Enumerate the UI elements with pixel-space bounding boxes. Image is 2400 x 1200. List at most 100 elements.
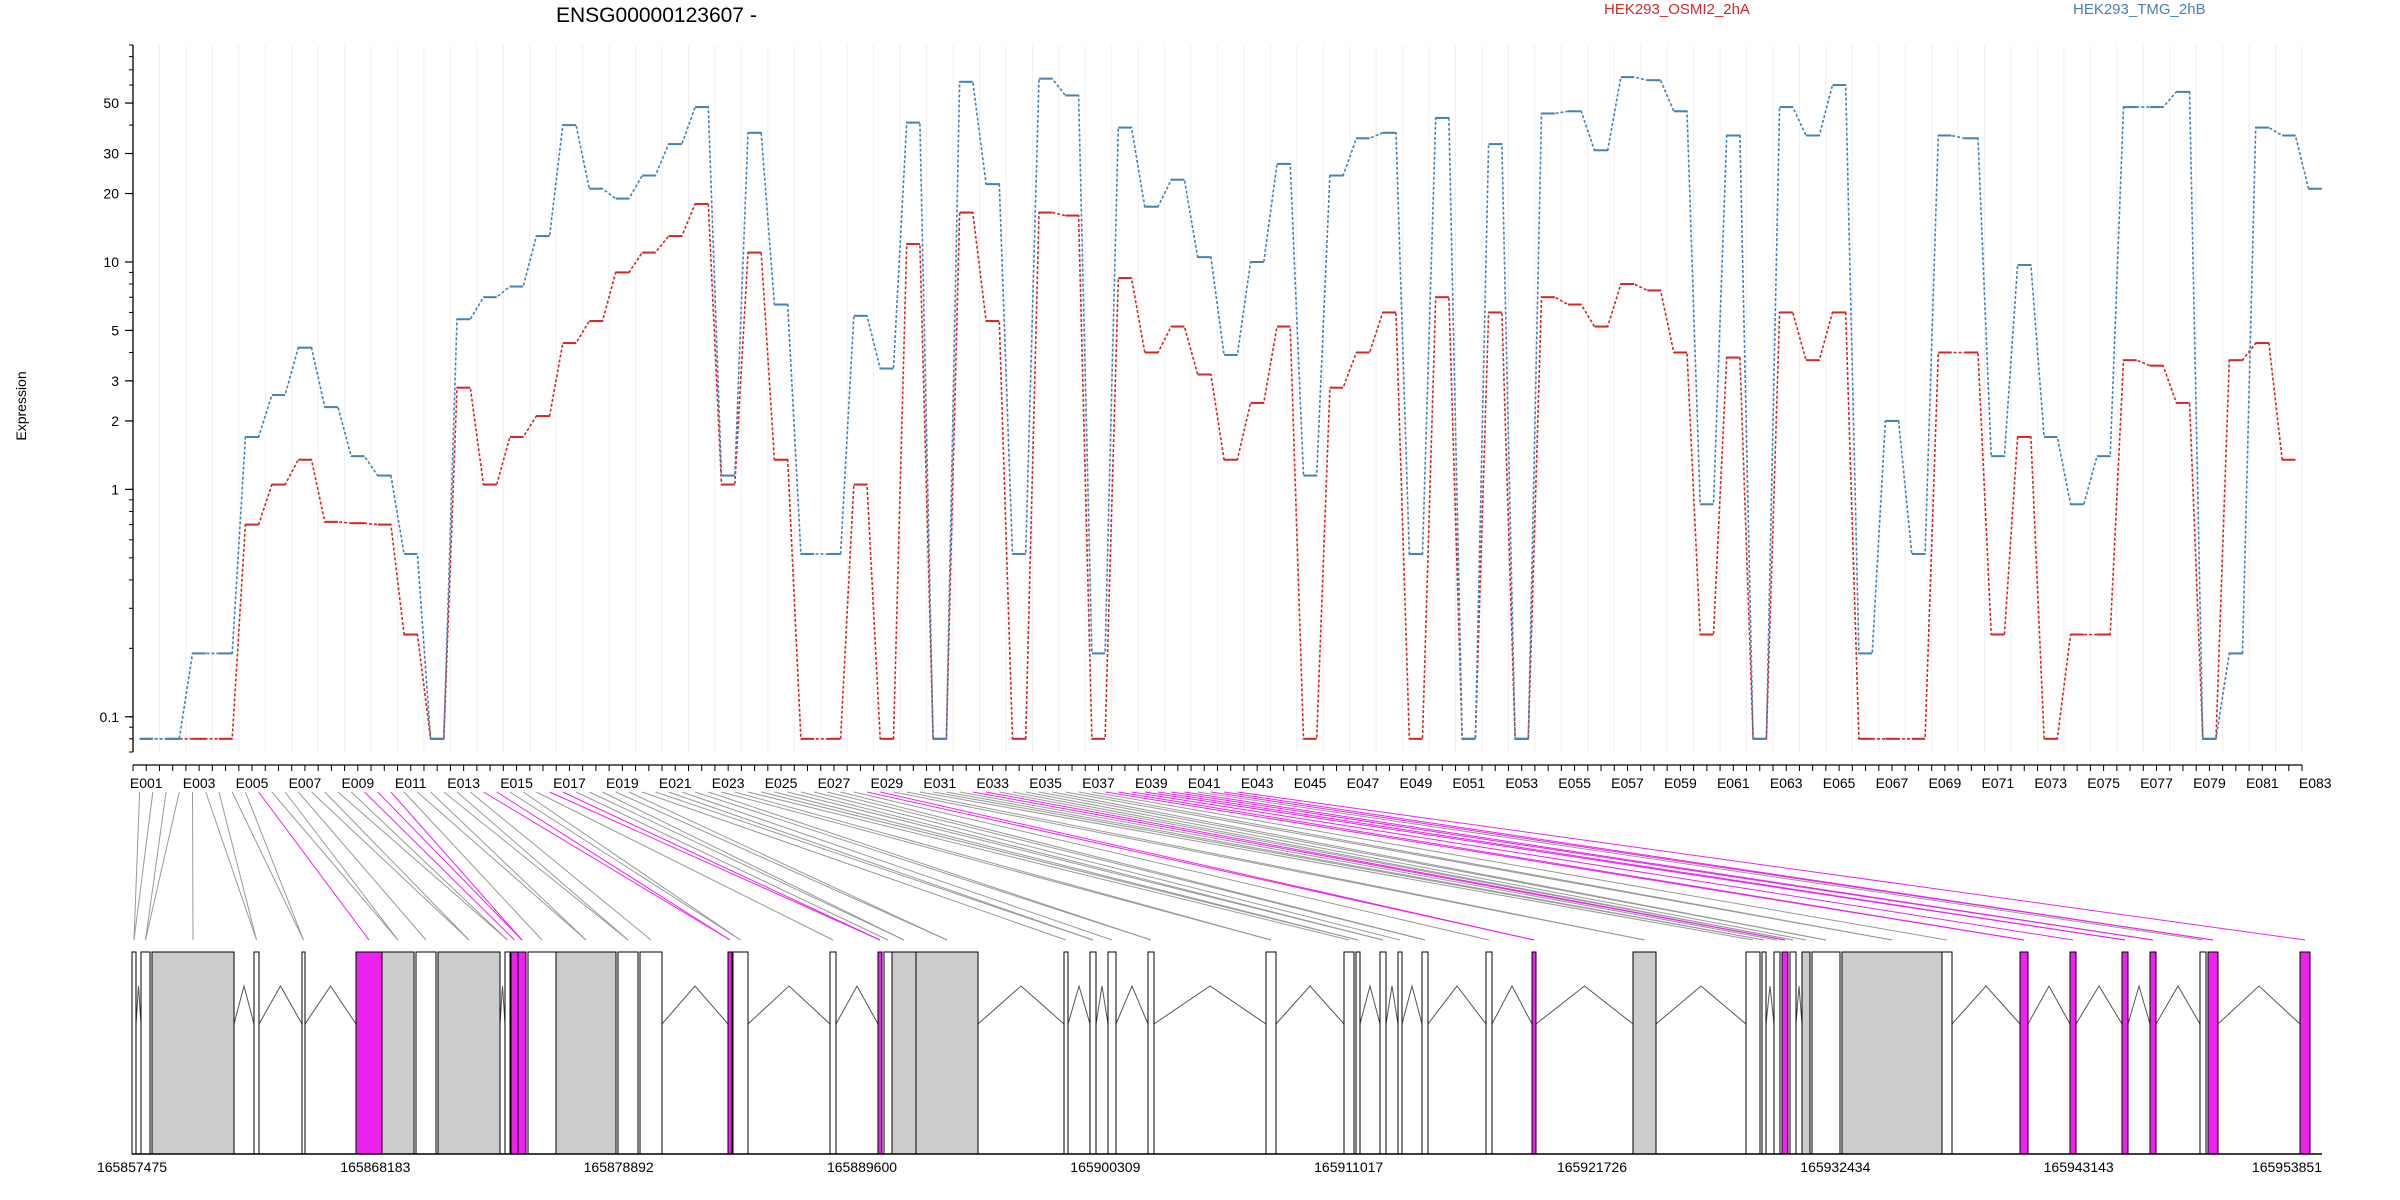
exon-block [1761, 951, 1767, 1155]
exon-label: E029 [871, 775, 904, 791]
exon-label: E043 [1241, 775, 1274, 791]
exon-block [1801, 951, 1811, 1155]
exon-block [1841, 951, 1943, 1155]
exon-connector [133, 791, 154, 941]
intron-line [304, 985, 357, 1025]
exon-label: E059 [1664, 775, 1697, 791]
exon-block [1789, 951, 1797, 1155]
exon-connector [615, 791, 948, 941]
exon-connector [919, 791, 1754, 941]
exon-connector [589, 791, 905, 941]
exon-connector [1012, 791, 1794, 941]
exon-connector [800, 791, 1384, 941]
exon-label: E049 [1400, 775, 1433, 791]
exon-connector [522, 791, 741, 941]
exon-connector [337, 791, 508, 941]
intron-line [1951, 985, 2021, 1025]
y-tick-label: 0.1 [100, 709, 120, 725]
exon-connector [787, 791, 1384, 941]
exon-connector [509, 791, 741, 941]
exon-connector [133, 791, 141, 941]
exon-block [555, 951, 617, 1155]
exon-block [1941, 951, 1953, 1155]
exon-connector [1052, 791, 1827, 941]
exon-connector [721, 791, 1272, 941]
exon-label: E017 [553, 775, 586, 791]
exon-connector [1118, 791, 2025, 941]
exon-connector [145, 791, 167, 941]
x-axis: E001 E003 E005 E007 E009 E011 E013 E015 E017 E019… [130, 764, 2332, 791]
exon-connector [443, 791, 629, 941]
intron-line [1401, 984, 1423, 1025]
y-tick-label: 3 [111, 373, 119, 389]
intron-line [1655, 985, 1747, 1025]
exon-connector [575, 791, 889, 941]
exon-connector [853, 791, 1490, 941]
exon-label: E079 [2193, 775, 2226, 791]
y-tick-label: 10 [103, 254, 119, 270]
y-tick-label: 20 [103, 186, 119, 202]
exon-connector [1237, 791, 2306, 941]
exon-connector [456, 791, 629, 941]
exon-connector [1025, 791, 1807, 941]
genomic-tick-label: 165868183 [340, 1159, 410, 1175]
exon-connector [284, 791, 399, 941]
chart-title: ENSG00000123607 - [556, 4, 757, 27]
exon-connector [297, 791, 427, 941]
exon-block [1745, 951, 1761, 1155]
exon-label: E065 [1823, 775, 1856, 791]
exon-block [1343, 951, 1355, 1155]
exon-label: E045 [1294, 775, 1327, 791]
exon-block [1485, 951, 1493, 1155]
exon-connector [364, 791, 515, 941]
y-tick-label: 1 [111, 481, 119, 497]
exon-block [1089, 951, 1097, 1155]
exon-block [2207, 951, 2219, 1155]
exon-connector [1197, 791, 2204, 941]
exon-block [2199, 951, 2207, 1155]
exon-block [1632, 951, 1657, 1155]
exon-label: E007 [289, 775, 322, 791]
exon-label: E005 [236, 775, 269, 791]
genomic-tick-label: 165889600 [827, 1159, 897, 1175]
exon-block [732, 951, 749, 1155]
exon-block [415, 951, 437, 1155]
exon-label: E003 [183, 775, 216, 791]
exon-connector [218, 791, 257, 941]
genomic-tick-label: 165953851 [2252, 1159, 2322, 1175]
exon-label: E063 [1770, 775, 1803, 791]
genomic-tick-label: 165943143 [2044, 1159, 2114, 1175]
intron-line [135, 985, 142, 1025]
exon-connector [562, 791, 881, 941]
genomic-tick-label: 165921726 [1557, 1159, 1627, 1175]
intron-line [1765, 985, 1775, 1025]
intron-line [1115, 984, 1149, 1025]
exon-label: E055 [1558, 775, 1591, 791]
exon-label: E061 [1717, 775, 1750, 791]
genomic-tick-label: 165878892 [584, 1159, 654, 1175]
exon-label: E077 [2140, 775, 2173, 791]
exon-block [253, 951, 260, 1155]
exon-block [517, 951, 527, 1155]
exon-block [2121, 951, 2129, 1155]
exon-connector [642, 791, 1067, 941]
exon-block [891, 951, 917, 1155]
exon-label: E073 [2034, 775, 2067, 791]
exon-connector [827, 791, 1426, 941]
exon-label: E019 [606, 775, 639, 791]
exon-block [1265, 951, 1277, 1155]
exon-block [1531, 951, 1537, 1155]
exon-connector [959, 791, 1778, 941]
intron-line [977, 985, 1065, 1025]
exon-block [381, 951, 415, 1155]
x-grid [132, 45, 2303, 752]
exon-label: E033 [976, 775, 1009, 791]
exon-connector [496, 791, 731, 941]
exon-connectors [133, 791, 2306, 941]
exon-block [140, 951, 151, 1155]
exon-connector [1184, 791, 2154, 941]
exon-block [1063, 951, 1069, 1155]
intron-line [835, 984, 879, 1025]
exon-block [829, 951, 837, 1155]
exon-block [2069, 951, 2077, 1155]
